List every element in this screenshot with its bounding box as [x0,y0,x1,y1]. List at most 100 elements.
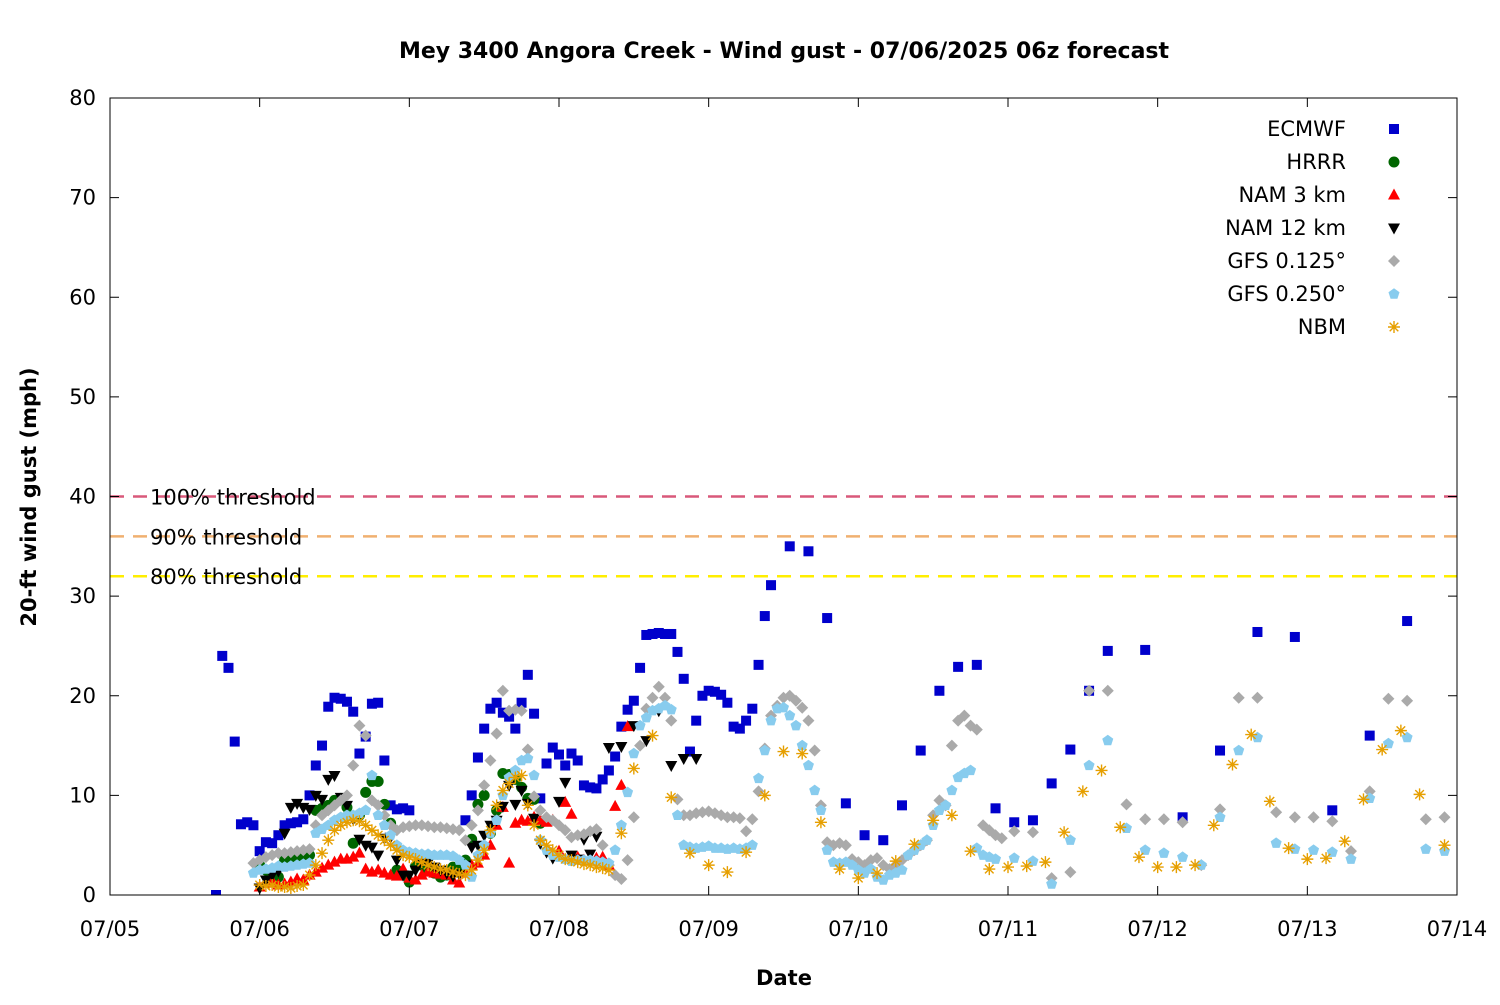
data-point [359,819,372,832]
legend-label-gfs-0-125: GFS 0.125° [1227,249,1346,273]
data-point [896,800,907,811]
data-point [353,815,366,828]
data-point [409,819,422,832]
data-point [1215,745,1226,756]
threshold-label: 100% threshold [150,486,316,510]
data-point [1251,691,1264,704]
data-point [534,834,547,847]
y-tick-label: 70 [69,186,96,210]
data-point [328,770,341,782]
data-point [316,861,329,873]
data-point [596,862,609,875]
data-point [690,754,703,766]
data-point [964,845,977,858]
data-point [490,727,503,740]
data-point [652,680,665,693]
data-point [578,780,589,791]
data-point [871,852,884,865]
data-point [590,861,603,874]
data-point [621,854,634,867]
data-point [615,819,627,830]
data-point [515,785,528,797]
legend-label-gfs-0-250: GFS 0.250° [1227,282,1346,306]
data-point [365,824,378,837]
data-point [1320,852,1333,865]
y-tick-label: 30 [69,584,96,608]
data-point [1270,837,1282,848]
data-point [528,790,541,803]
data-point [808,744,821,757]
data-point [983,863,996,876]
data-point [253,879,266,892]
data-point [1101,684,1114,697]
data-point [1065,744,1076,755]
data-point [316,794,329,806]
data-point [347,850,360,862]
data-point [1419,813,1432,826]
data-point [1270,806,1283,819]
data-point [484,754,497,767]
data-point [309,790,322,802]
data-point [559,853,572,866]
data-point [678,673,689,684]
data-point [303,869,316,882]
data-point [1282,842,1295,855]
data-point [753,772,765,784]
data-point [1020,860,1033,873]
data-point [1046,778,1057,789]
data-point [360,786,372,798]
y-tick-label: 50 [69,385,96,409]
data-point [1382,692,1395,705]
data-point [273,830,284,841]
legend-label-nam-3-km: NAM 3 km [1238,183,1346,207]
data-point [871,867,884,880]
data-point [1027,815,1038,826]
data-point [491,697,502,708]
data-point [934,685,945,696]
data-point [665,714,678,727]
data-point [653,627,664,638]
data-point [259,880,272,893]
data-point [1402,616,1413,627]
x-tick-label: 07/14 [1427,917,1488,941]
data-point [1394,724,1407,737]
data-point [298,814,309,825]
data-point [590,831,603,843]
data-point [790,719,802,731]
data-point [515,769,528,782]
data-point [584,859,597,872]
data-point [340,800,353,812]
data-point [803,546,814,557]
data-point [316,847,329,860]
data-point [615,873,628,886]
data-point [422,859,435,872]
data-point [610,751,621,762]
x-tick-label: 07/07 [379,917,440,941]
data-point [665,703,677,715]
data-point [559,795,572,807]
data-point [1176,816,1189,829]
data-point [691,715,702,726]
data-point [304,790,315,801]
data-point [752,785,765,798]
data-point [459,834,472,847]
data-point [839,839,852,852]
data-point [510,723,521,734]
data-point [297,879,310,892]
data-point [348,706,359,717]
data-point [566,748,577,759]
data-point [365,842,378,854]
data-point [465,864,478,877]
legend: ECMWF HRRR NAM 3 km NAM 12 km GFS 0.125° GFS … [1225,117,1400,339]
y-tick-label: 40 [69,485,96,509]
data-point [591,783,602,794]
data-point [766,580,777,591]
x-tick-label: 07/09 [678,917,739,941]
data-point [572,755,583,766]
data-point [741,715,752,726]
data-point [490,799,503,812]
data-point [1008,852,1020,863]
data-point [503,777,516,790]
data-point [323,701,334,712]
data-point [821,844,833,855]
